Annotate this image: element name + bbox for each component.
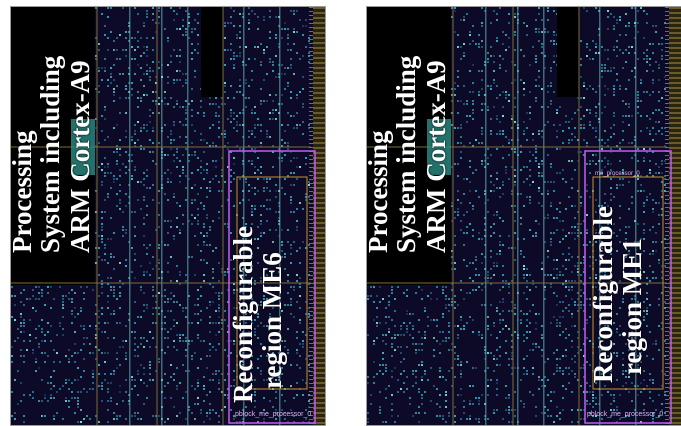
- reconfigurable-region-label-line2: region ME1: [618, 238, 646, 375]
- pblock-label: pblock_me_processor_0: [587, 411, 663, 418]
- processing-system-label-line3: ARM Cortex-A9: [421, 60, 451, 253]
- reconfigurable-region-label-line1: Reconfigurable: [229, 226, 257, 403]
- processing-system-label-line3: ARM Cortex-A9: [65, 60, 95, 253]
- reconfigurable-region-label-line1: Reconfigurable: [589, 206, 617, 383]
- pblock-label: pblock_me_processor_0: [235, 411, 311, 418]
- floorplan-panel-me6: Processing System including ARM Cortex-A…: [10, 6, 326, 426]
- processing-system-label-line1: Processing: [10, 131, 37, 254]
- inner-module-label: me_processor_0: [595, 171, 640, 177]
- processing-system-label-line2: System including: [35, 56, 65, 253]
- processing-system-label-line2: System including: [391, 56, 421, 253]
- reconfigurable-region-label-line2: region ME6: [258, 252, 286, 389]
- processing-system-label-line1: Processing: [366, 131, 393, 254]
- floorplan-panel-me1: Processing System including ARM Cortex-A…: [366, 6, 681, 426]
